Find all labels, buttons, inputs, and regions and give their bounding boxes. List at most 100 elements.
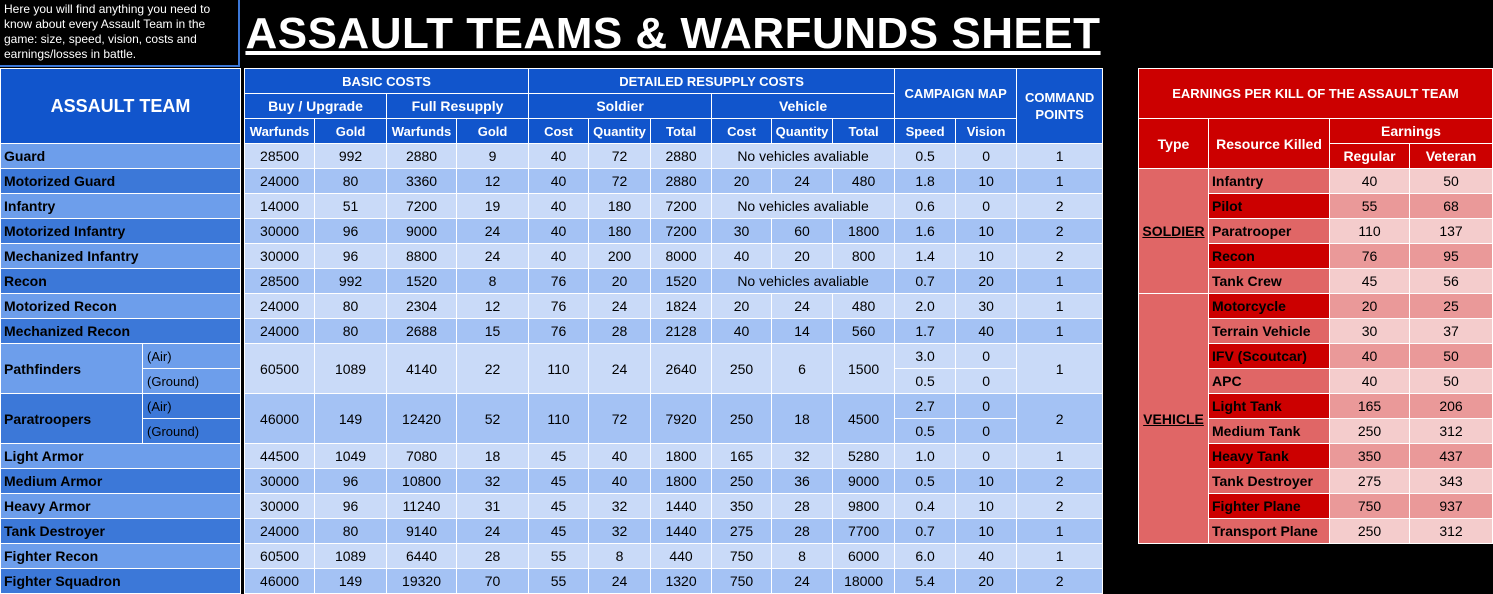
table-row: Medium Armor 30000 96 10800 32 45 40 1800 250 36 9… <box>0 468 1104 494</box>
cell-buy-gold: 96 <box>314 243 388 269</box>
earning-veteran: 312 <box>1409 518 1493 544</box>
cell-s-qty: 180 <box>588 193 652 219</box>
cell-res-wf: 9140 <box>386 518 458 544</box>
table-row: Light Armor 44500 1049 7080 18 45 40 1800 165 32 5… <box>0 443 1104 469</box>
cell-v-cost: 250 <box>711 468 773 494</box>
cell-buy-wf: 24000 <box>244 518 316 544</box>
table-row: Paratroopers (Air) 46000 149 12420 52 110 72 792… <box>0 393 1104 444</box>
cell-s-cost: 45 <box>528 468 590 494</box>
cell-buy-wf: 24000 <box>244 168 316 194</box>
cell-res-gold: 12 <box>456 168 530 194</box>
cell-res-wf: 3360 <box>386 168 458 194</box>
table-row: Motorized Recon 24000 80 2304 12 76 24 1824 20 24… <box>0 293 1104 319</box>
earnings-table: EARNINGS PER KILL OF THE ASSAULT TEAM Ty… <box>1138 68 1493 544</box>
header-warfunds: Warfunds <box>386 118 458 144</box>
earning-regular: 40 <box>1329 343 1410 369</box>
team-mode-air: (Air) <box>141 343 242 369</box>
cell-buy-wf: 46000 <box>244 568 316 594</box>
cell-res-gold: 24 <box>456 243 530 269</box>
cell-s-qty: 180 <box>588 218 652 244</box>
header-type: Type <box>1138 118 1209 169</box>
header-gold: Gold <box>456 118 530 144</box>
no-vehicles-note: No vehicles avaliable <box>711 268 896 294</box>
header-veteran: Veteran <box>1409 143 1493 169</box>
header-cost: Cost <box>711 118 773 144</box>
cell-speed: 1.0 <box>894 443 957 469</box>
earnings-row: APC 40 50 <box>1139 368 1493 394</box>
cell-vision: 10 <box>955 243 1018 269</box>
team-name: Paratroopers <box>0 393 143 444</box>
cell-v-qty: 14 <box>771 318 834 344</box>
cell-res-wf: 7080 <box>386 443 458 469</box>
header-speed: Speed <box>894 118 957 144</box>
cell-res-wf: 10800 <box>386 468 458 494</box>
cell-cp: 1 <box>1016 268 1104 294</box>
resource-name: Heavy Tank <box>1208 443 1330 469</box>
earning-veteran: 137 <box>1409 218 1493 244</box>
cell-res-gold: 28 <box>456 543 530 569</box>
cell-res-wf: 12420 <box>386 393 458 444</box>
table-row: Mechanized Recon 24000 80 2688 15 76 28 2128 40 1… <box>0 318 1104 344</box>
earning-veteran: 25 <box>1409 293 1493 319</box>
cell-s-total: 7200 <box>650 218 713 244</box>
cell-buy-wf: 24000 <box>244 318 316 344</box>
cell-cp: 1 <box>1016 343 1104 394</box>
header-earnings: Earnings <box>1329 118 1493 144</box>
cell-res-wf: 7200 <box>386 193 458 219</box>
cell-buy-wf: 44500 <box>244 443 316 469</box>
earnings-row: Medium Tank 250 312 <box>1139 418 1493 444</box>
cell-buy-wf: 30000 <box>244 468 316 494</box>
cell-s-cost: 76 <box>528 293 590 319</box>
earning-veteran: 50 <box>1409 168 1493 194</box>
cell-res-wf: 2688 <box>386 318 458 344</box>
team-mode-ground: (Ground) <box>141 368 242 394</box>
cell-speed: 2.7 <box>894 393 957 419</box>
cell-speed: 0.7 <box>894 268 957 294</box>
cell-buy-gold: 96 <box>314 218 388 244</box>
earning-regular: 30 <box>1329 318 1410 344</box>
group-vehicle: VEHICLE <box>1138 293 1209 544</box>
header-vision: Vision <box>955 118 1018 144</box>
table-row: Motorized Guard 24000 80 3360 12 40 72 2880 20 24… <box>0 168 1104 194</box>
cell-s-total: 440 <box>650 543 713 569</box>
cell-vision: 0 <box>955 193 1018 219</box>
table-row: Motorized Infantry 30000 96 9000 24 40 180 7200… <box>0 218 1104 244</box>
cell-buy-wf: 60500 <box>244 343 316 394</box>
earnings-row: Recon 76 95 <box>1139 243 1493 269</box>
team-name: Heavy Armor <box>0 493 242 519</box>
cell-vision: 10 <box>955 168 1018 194</box>
cell-speed: 1.4 <box>894 243 957 269</box>
earning-regular: 350 <box>1329 443 1410 469</box>
cell-v-cost: 165 <box>711 443 773 469</box>
cell-s-cost: 45 <box>528 518 590 544</box>
cell-buy-wf: 30000 <box>244 243 316 269</box>
header-total: Total <box>650 118 713 144</box>
cell-s-qty: 40 <box>588 468 652 494</box>
cell-res-wf: 4140 <box>386 343 458 394</box>
resource-name: Fighter Plane <box>1208 493 1330 519</box>
cell-v-qty: 6 <box>771 343 834 394</box>
earning-veteran: 37 <box>1409 318 1493 344</box>
team-name: Motorized Guard <box>0 168 242 194</box>
earnings-row: VEHICLE Motorcycle 20 25 <box>1138 293 1493 544</box>
earnings-row: IFV (Scoutcar) 40 50 <box>1139 343 1493 369</box>
earnings-row: Pilot 55 68 <box>1139 193 1493 219</box>
cell-buy-wf: 46000 <box>244 393 316 444</box>
header-buy-upgrade: Buy / Upgrade <box>244 93 388 119</box>
cell-s-total: 8000 <box>650 243 713 269</box>
team-name: Motorized Infantry <box>0 218 242 244</box>
cell-v-cost: 40 <box>711 318 773 344</box>
team-name: Infantry <box>0 193 242 219</box>
earning-regular: 165 <box>1329 393 1410 419</box>
intro-text: Here you will find anything you need to … <box>0 0 240 67</box>
cell-buy-gold: 80 <box>314 518 388 544</box>
cell-buy-wf: 24000 <box>244 293 316 319</box>
table-row: Mechanized Infantry 30000 96 8800 24 40 200 800… <box>0 243 1104 269</box>
resource-name: Tank Destroyer <box>1208 468 1330 494</box>
resource-name: Medium Tank <box>1208 418 1330 444</box>
table-row: Fighter Squadron 46000 149 19320 70 55 24 1320 7… <box>0 568 1104 594</box>
cell-v-total: 5280 <box>832 443 896 469</box>
team-name: Fighter Recon <box>0 543 242 569</box>
cell-v-total: 4500 <box>832 393 896 444</box>
cell-s-total: 1800 <box>650 468 713 494</box>
